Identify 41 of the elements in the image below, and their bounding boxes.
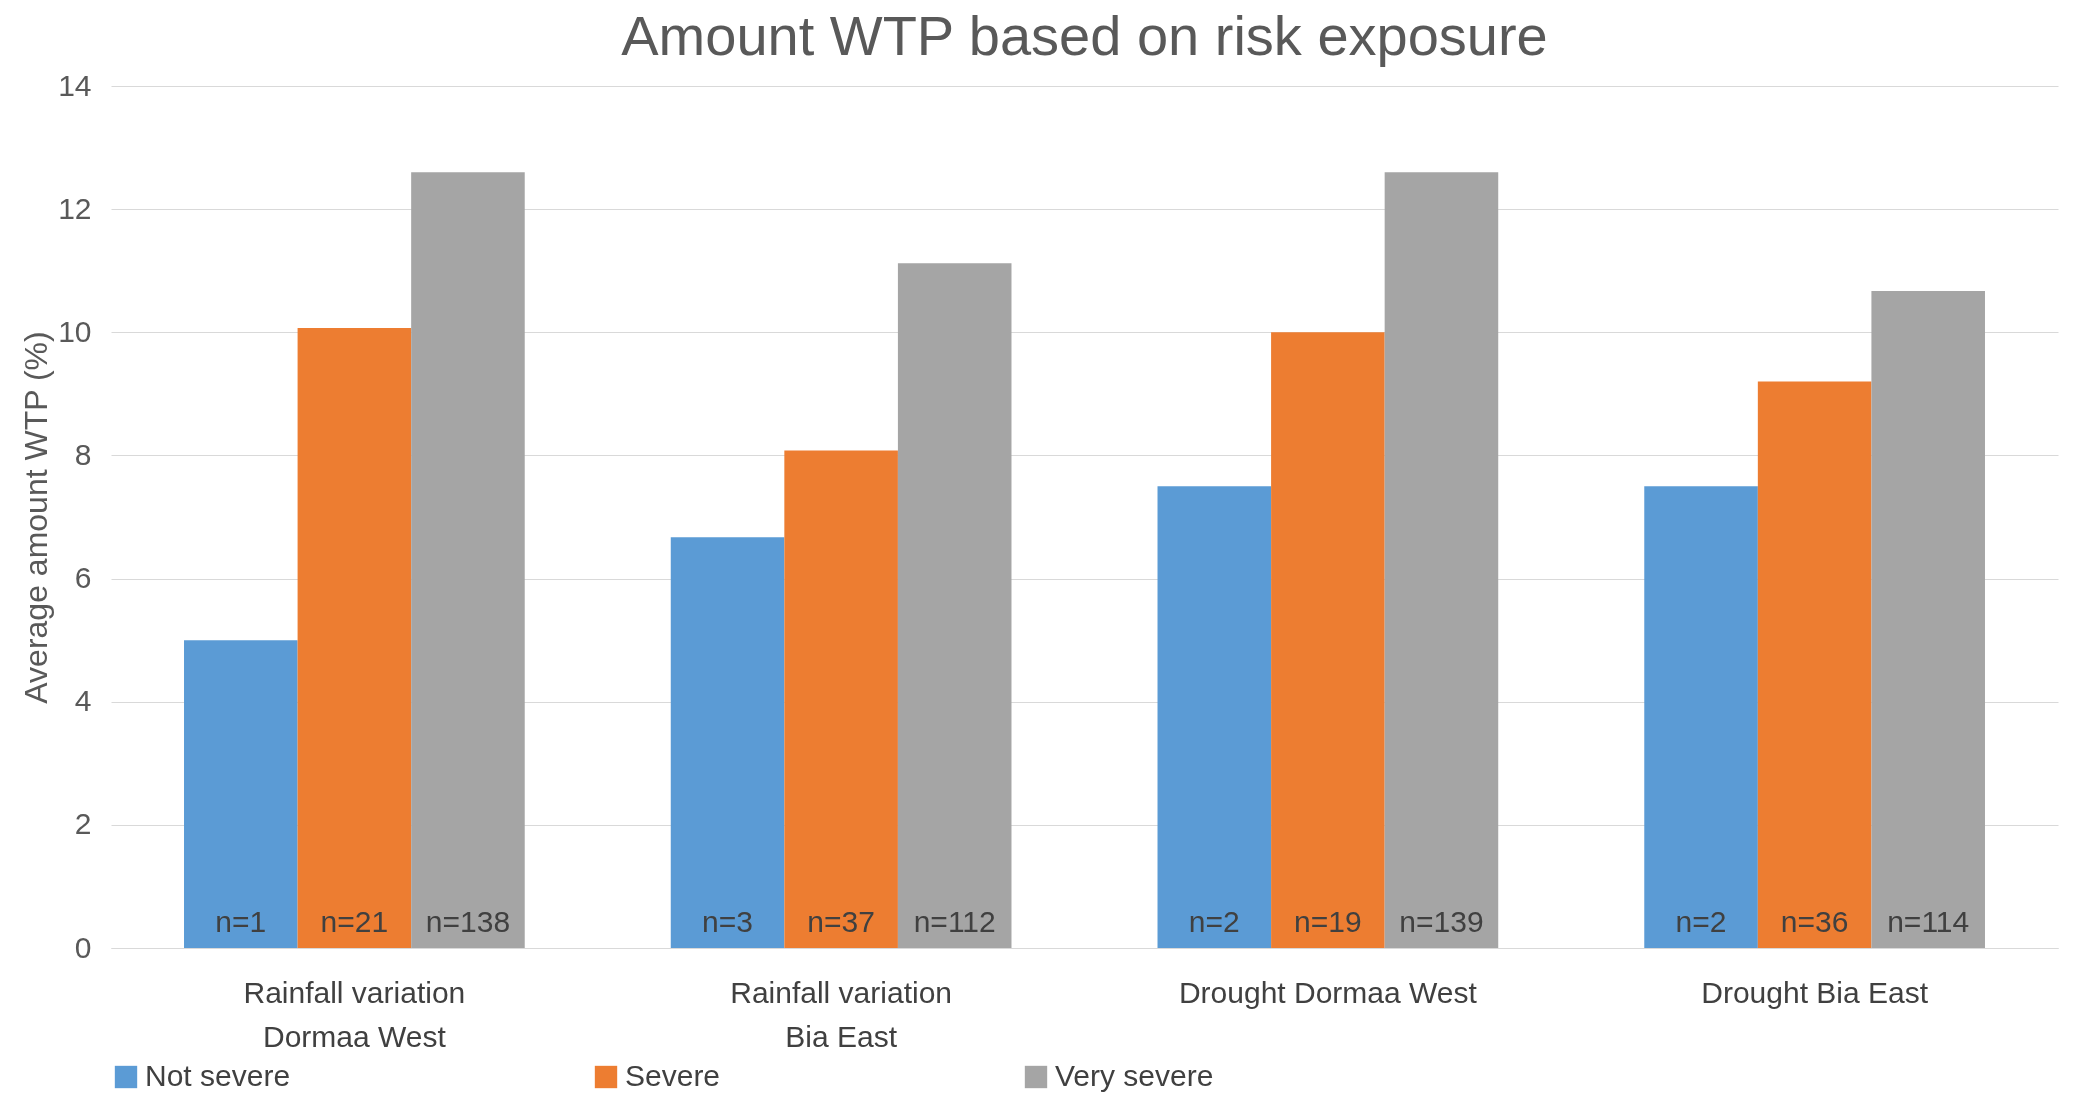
annotation: n=37 <box>807 905 875 938</box>
legend-label: Very severe <box>1055 1059 1214 1092</box>
y-tick-label: 4 <box>74 684 92 718</box>
x-tick-label: Rainfall variation Dormaa West <box>243 975 466 1053</box>
y-tick-label: 0 <box>74 930 92 964</box>
bar <box>1271 332 1385 948</box>
x-tick-label: Drought Bia East <box>1701 975 1929 1009</box>
y-tick-label: 12 <box>58 191 92 225</box>
x-tick-label: Rainfall variation Bia East <box>730 975 953 1053</box>
bar <box>411 172 525 948</box>
bar <box>670 537 785 948</box>
y-axis-title: Average amount WTP (%) <box>18 331 55 704</box>
y-tick-label: 8 <box>74 437 92 471</box>
y-tick-label: 10 <box>58 314 92 348</box>
annotation: n=114 <box>1887 905 1970 938</box>
annotation: n=21 <box>320 905 389 938</box>
annotation: n=2 <box>1675 905 1727 938</box>
annotation: n=3 <box>702 905 753 938</box>
annotation: n=138 <box>425 905 511 938</box>
bar <box>897 263 1012 948</box>
bar <box>184 640 298 948</box>
x-tick-label: Drought Dormaa West <box>1178 975 1478 1009</box>
annotation: n=2 <box>1188 905 1240 938</box>
chart-title: Amount WTP based on risk exposure <box>621 4 1548 67</box>
y-tick-label: 14 <box>58 68 92 102</box>
annotation: n=1 <box>215 905 267 938</box>
y-tick-label: 6 <box>74 561 92 595</box>
bar <box>297 327 412 948</box>
annotation: n=139 <box>1399 905 1484 938</box>
legend-label: Not severe <box>145 1059 291 1092</box>
bar <box>784 450 898 948</box>
annotation: n=112 <box>913 905 996 938</box>
legend-label: Severe <box>625 1059 721 1092</box>
bar <box>1757 381 1872 948</box>
y-tick-label: 2 <box>74 807 92 841</box>
bar <box>1871 291 1985 948</box>
bar <box>1384 172 1499 948</box>
bar <box>1644 486 1758 948</box>
bar <box>1157 486 1272 948</box>
annotation: n=36 <box>1780 905 1849 938</box>
annotation: n=19 <box>1294 905 1362 938</box>
